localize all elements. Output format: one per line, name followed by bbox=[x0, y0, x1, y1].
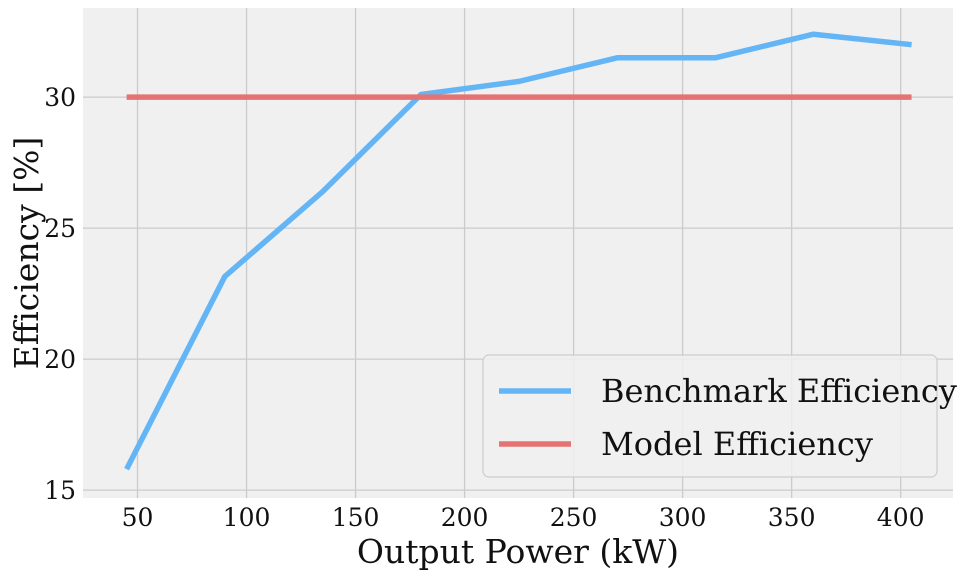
x-tick-label: 350 bbox=[768, 503, 816, 532]
x-tick-label: 50 bbox=[122, 503, 154, 532]
legend-label: Benchmark Efficiency bbox=[601, 372, 957, 410]
x-tick-label: 400 bbox=[877, 503, 925, 532]
x-tick-label: 100 bbox=[223, 503, 271, 532]
y-axis-title: Efficiency [%] bbox=[7, 137, 46, 370]
y-tick-label: 25 bbox=[44, 214, 76, 243]
x-axis-title: Output Power (kW) bbox=[357, 532, 679, 571]
y-tick-label: 30 bbox=[44, 83, 76, 112]
y-tick-label: 20 bbox=[44, 345, 76, 374]
x-tick-label: 300 bbox=[659, 503, 707, 532]
series-line-1 bbox=[124, 31, 912, 471]
y-tick-label: 15 bbox=[44, 476, 76, 505]
legend-label: Model Efficiency bbox=[601, 425, 873, 463]
x-tick-label: 200 bbox=[441, 503, 489, 532]
legend: Benchmark Efficiency Model Efficiency bbox=[482, 354, 957, 478]
series-lines bbox=[124, 31, 912, 471]
x-tick-label: 250 bbox=[550, 503, 598, 532]
y-tick-labels: 15 20 25 30 bbox=[44, 83, 76, 505]
x-tick-label: 150 bbox=[332, 503, 380, 532]
x-tick-labels: 50 100 150 200 250 300 350 400 bbox=[122, 503, 925, 532]
legend-frame bbox=[482, 354, 938, 478]
